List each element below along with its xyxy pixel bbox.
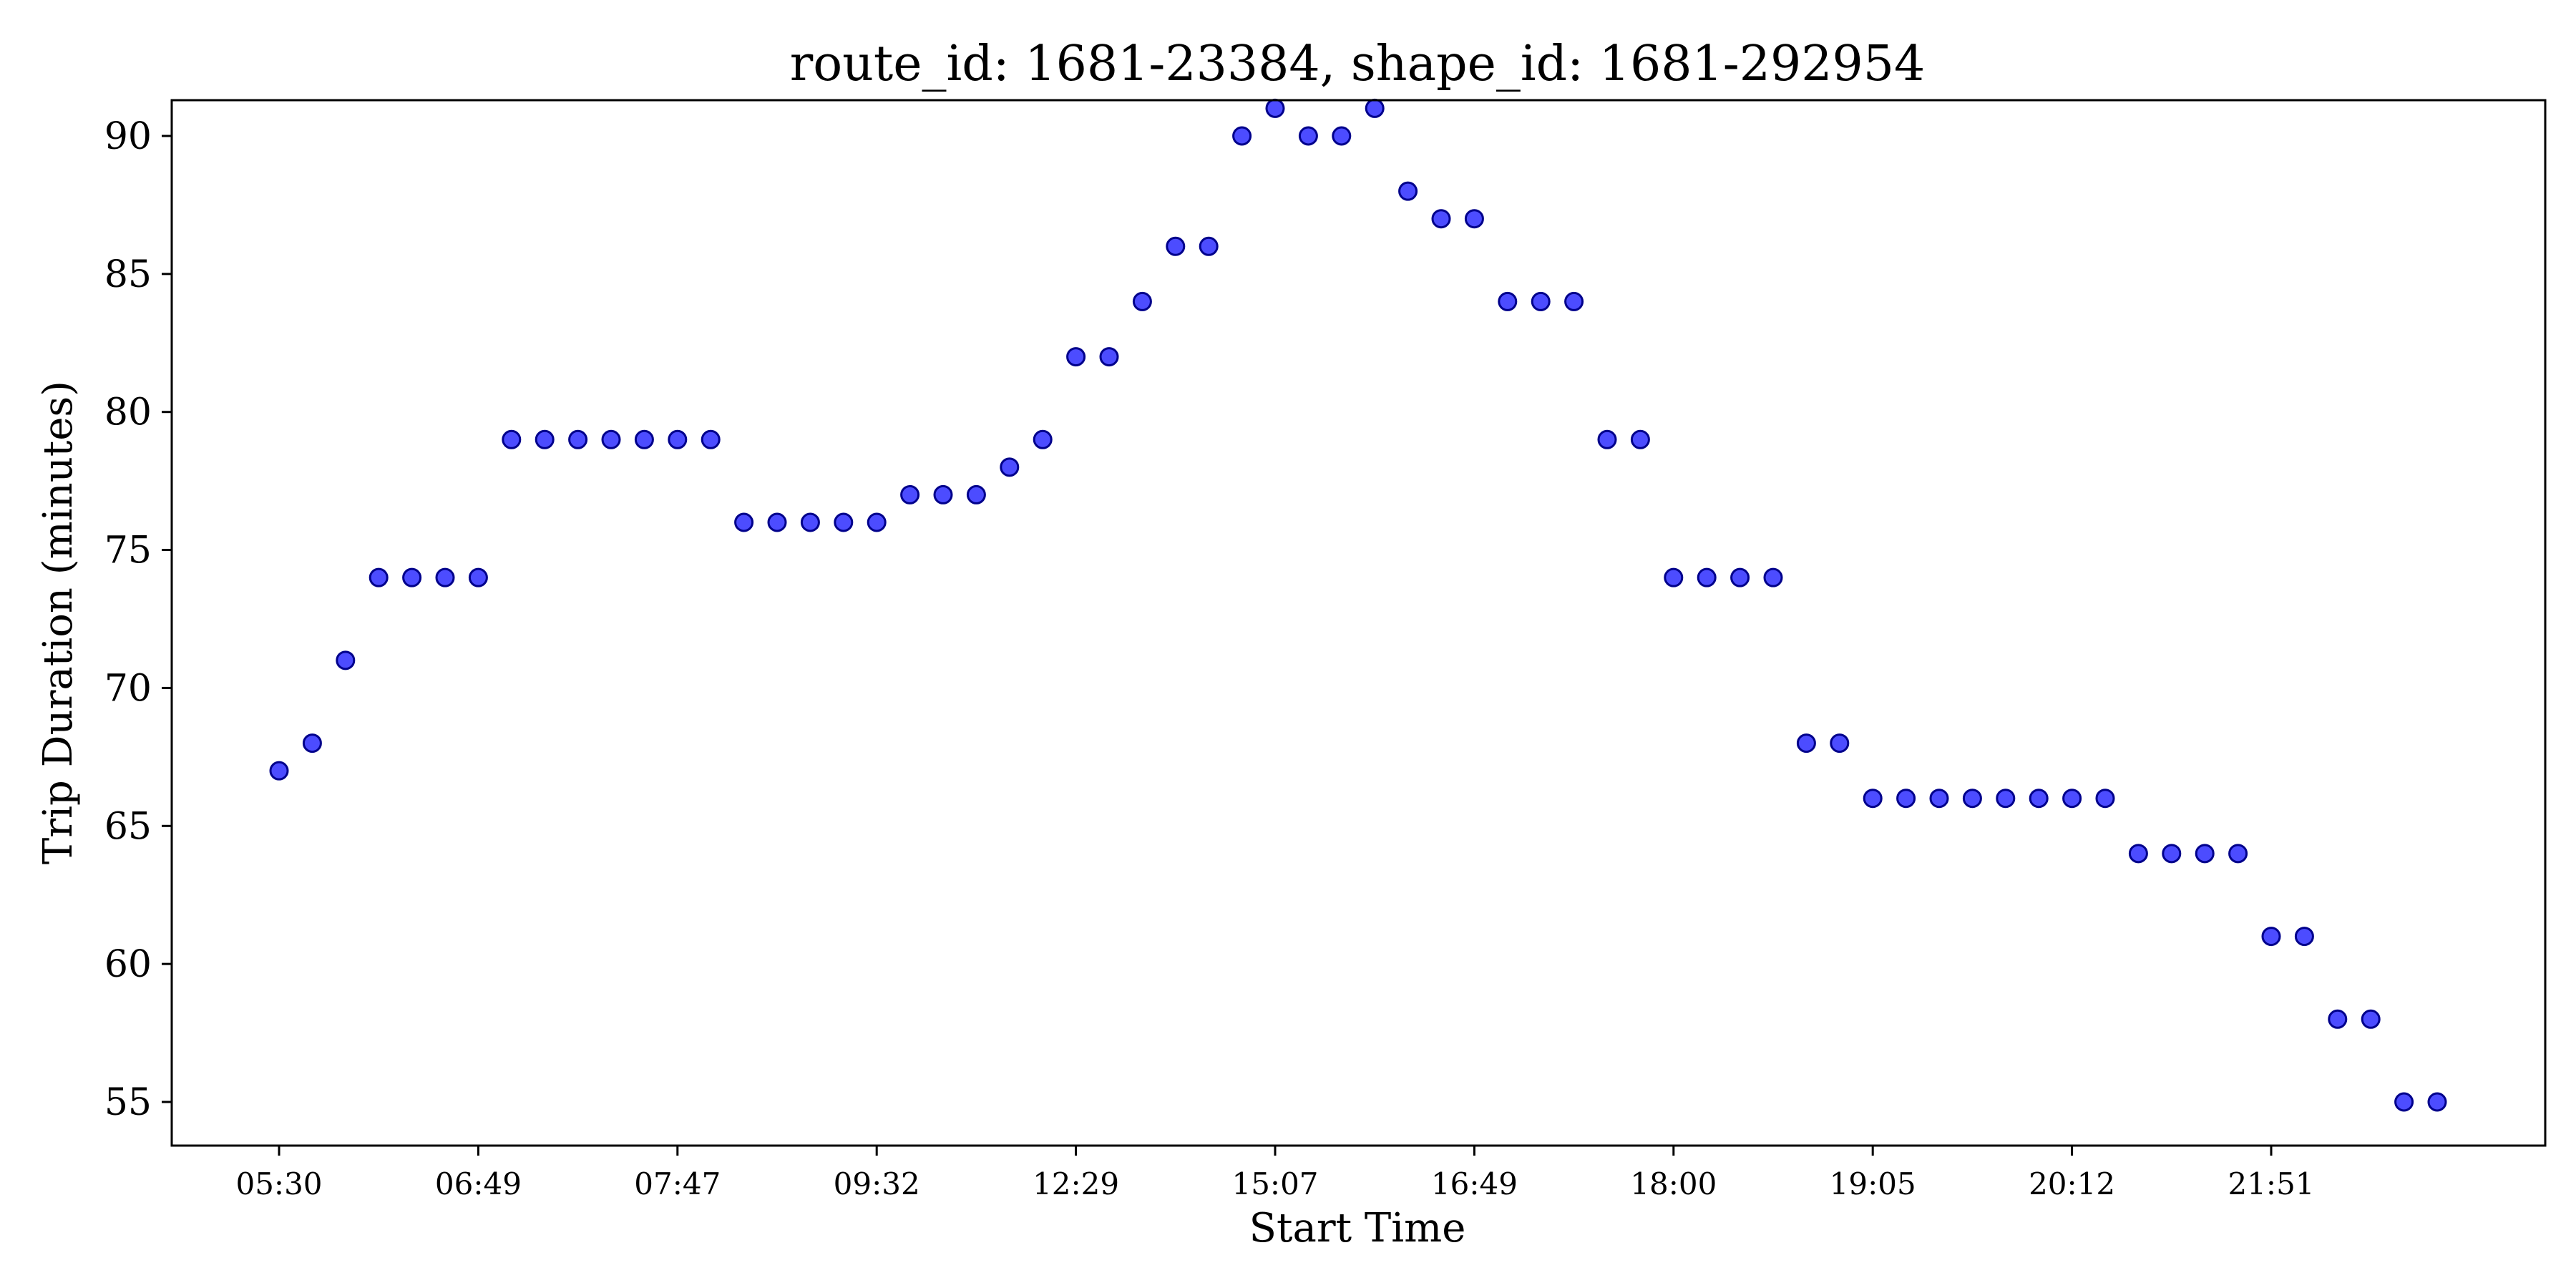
data-point <box>302 733 322 753</box>
data-point <box>1929 789 1949 809</box>
data-point <box>1730 567 1750 587</box>
x-tick-label: 16:49 <box>1431 1166 1518 1201</box>
data-point <box>1796 733 1816 753</box>
data-point <box>1630 429 1650 449</box>
data-point <box>1664 567 1684 587</box>
data-point <box>2029 789 2049 809</box>
data-point <box>1597 429 1617 449</box>
data-point <box>1166 236 1186 256</box>
data-point <box>1132 291 1152 311</box>
data-point <box>668 429 688 449</box>
data-point <box>535 429 555 449</box>
data-point <box>502 429 522 449</box>
data-point <box>1332 126 1352 146</box>
data-point <box>966 484 986 504</box>
data-point <box>568 429 588 449</box>
x-tick-label: 18:00 <box>1630 1166 1717 1201</box>
data-point <box>933 484 953 504</box>
x-tick-label: 15:07 <box>1231 1166 1318 1201</box>
data-point <box>800 512 820 532</box>
x-tick-label: 20:12 <box>2029 1166 2115 1201</box>
data-point <box>1365 98 1385 118</box>
data-point <box>1265 98 1285 118</box>
x-tick-label: 07:47 <box>634 1166 721 1201</box>
data-point <box>1564 291 1584 311</box>
y-tick-label: 70 <box>104 667 152 710</box>
data-point <box>1033 429 1053 449</box>
data-point <box>2261 927 2281 947</box>
data-point <box>834 512 854 532</box>
data-point <box>701 429 721 449</box>
data-point <box>1398 181 1418 201</box>
x-tick-label: 09:32 <box>834 1166 920 1201</box>
data-point <box>336 650 356 670</box>
data-point <box>2128 844 2148 864</box>
y-axis-label: Trip Duration (minutes) <box>35 381 82 864</box>
data-point <box>2195 844 2215 864</box>
data-point <box>2427 1092 2447 1112</box>
data-points <box>269 98 2447 1112</box>
data-point <box>1996 789 2016 809</box>
data-point <box>435 567 455 587</box>
data-point <box>2228 844 2248 864</box>
axis-ticks: 55 60 65 70 75 80 85 90 05:30 06:49 07:47 09:32 12:2… <box>104 115 2315 1201</box>
data-point <box>1498 291 1518 311</box>
x-tick-label: 19:05 <box>1830 1166 1916 1201</box>
y-tick-label: 65 <box>104 805 152 848</box>
x-tick-label: 21:51 <box>2228 1166 2314 1201</box>
data-point <box>1232 126 1252 146</box>
data-point <box>2328 1009 2348 1029</box>
data-point <box>2062 789 2082 809</box>
y-tick-label: 90 <box>104 115 152 158</box>
plot-frame <box>170 99 2547 1147</box>
x-tick-label: 12:29 <box>1033 1166 1119 1201</box>
x-tick-label: 05:30 <box>235 1166 322 1201</box>
data-point <box>1830 733 1850 753</box>
data-point <box>1697 567 1717 587</box>
x-axis-label: Start Time <box>1249 1205 1466 1252</box>
data-point <box>2394 1092 2414 1112</box>
x-tick-label: 06:49 <box>435 1166 522 1201</box>
data-point <box>1431 209 1451 229</box>
data-point <box>468 567 488 587</box>
data-point <box>1962 789 1982 809</box>
data-point <box>900 484 920 504</box>
y-tick-label: 80 <box>104 391 152 434</box>
data-point <box>601 429 621 449</box>
y-tick-label: 60 <box>104 943 152 986</box>
chart-title: route_id: 1681-23384, shape_id: 1681-292… <box>790 36 1926 92</box>
data-point <box>1066 347 1086 367</box>
data-point <box>1099 347 1119 367</box>
y-tick-label: 75 <box>104 530 152 572</box>
data-point <box>767 512 787 532</box>
data-point <box>402 567 422 587</box>
data-point <box>269 761 289 781</box>
data-point <box>1000 457 1020 477</box>
data-point <box>1863 789 1883 809</box>
data-point <box>2361 1009 2381 1029</box>
data-point <box>1896 789 1916 809</box>
y-tick-label: 55 <box>104 1081 152 1124</box>
data-point <box>1464 209 1484 229</box>
data-point <box>634 429 654 449</box>
data-point <box>1298 126 1318 146</box>
data-point <box>1199 236 1219 256</box>
data-point <box>2294 927 2314 947</box>
data-point <box>734 512 754 532</box>
data-point <box>1763 567 1783 587</box>
data-point <box>369 567 389 587</box>
data-point <box>867 512 887 532</box>
data-point <box>2095 789 2115 809</box>
data-point <box>1531 291 1551 311</box>
data-point <box>2162 844 2182 864</box>
y-tick-label: 85 <box>104 253 152 296</box>
